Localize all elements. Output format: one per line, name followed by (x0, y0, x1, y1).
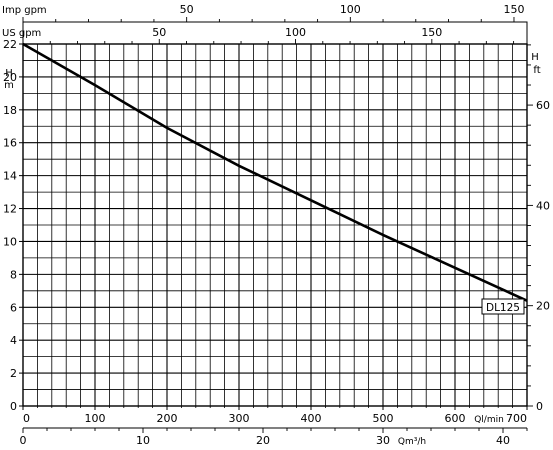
x-tick-label: 600 (445, 412, 466, 425)
top-axis2-tick-label: 100 (285, 26, 306, 39)
top-axis1-tick-label: 150 (503, 3, 524, 16)
series-label-dl125: DL125 (486, 302, 520, 314)
top-axis1-tick-label: 100 (340, 3, 361, 16)
y-tick-label: 10 (3, 235, 17, 248)
top-axis-frame (22, 21, 528, 45)
x-tick-label: 500 (373, 412, 394, 425)
y-tick-label: 20 (3, 71, 17, 84)
y-tick-label: 22 (3, 38, 17, 51)
x-tick-label: 400 (301, 412, 322, 425)
y-tick-label: 18 (3, 104, 17, 117)
y-tick-label: 12 (3, 203, 17, 216)
y-tick-label: 2 (10, 367, 17, 380)
right-tick-label: 20 (536, 300, 550, 313)
y-tick-label: 16 (3, 137, 17, 150)
bottom-axis2-tick-label: 30 (376, 434, 390, 447)
bottom-axis2-label: Qm³/h (398, 437, 426, 447)
y-axis-label-unit: m (4, 80, 14, 91)
y-tick-label: 0 (10, 400, 17, 413)
right-tick-label: 40 (536, 199, 550, 212)
series-label-box: DL125 (481, 298, 525, 315)
series-line-dl125 (22, 42, 528, 302)
grid (23, 44, 527, 406)
bottom-axis2-tick-label: 40 (496, 434, 510, 447)
y-tick-label: 14 (3, 170, 17, 183)
top-axis2-tick-label: 50 (152, 26, 166, 39)
x-axis-label: Ql/min (474, 415, 504, 425)
x-tick-label: 700 (506, 412, 527, 425)
right-axis-label-h: H (531, 52, 539, 63)
top-axis1-label: Imp gpm (2, 5, 47, 16)
y-tick-label: 8 (10, 268, 17, 281)
x-tick-label: 100 (85, 412, 106, 425)
x-tick-label: 0 (23, 412, 30, 425)
y-tick-label: 4 (10, 334, 17, 347)
right-tick-label: 0 (536, 400, 543, 413)
right-axis-label-unit: ft (533, 65, 540, 76)
right-tick-label: 60 (536, 99, 550, 112)
bottom-axis2-tick-label: 10 (136, 434, 150, 447)
y-tick-label: 6 (10, 301, 17, 314)
bottom-axis2-tick-label: 20 (256, 434, 270, 447)
top-axis2-label: US gpm (2, 28, 41, 39)
top-axis1-tick-label: 50 (180, 3, 194, 16)
x-tick-label: 200 (157, 412, 178, 425)
y-axis-label-h: H (5, 68, 13, 79)
bottom-axis2-tick-label: 0 (20, 434, 27, 447)
x-tick-label: 300 (229, 412, 250, 425)
top-axis2-tick-label: 150 (421, 26, 442, 39)
